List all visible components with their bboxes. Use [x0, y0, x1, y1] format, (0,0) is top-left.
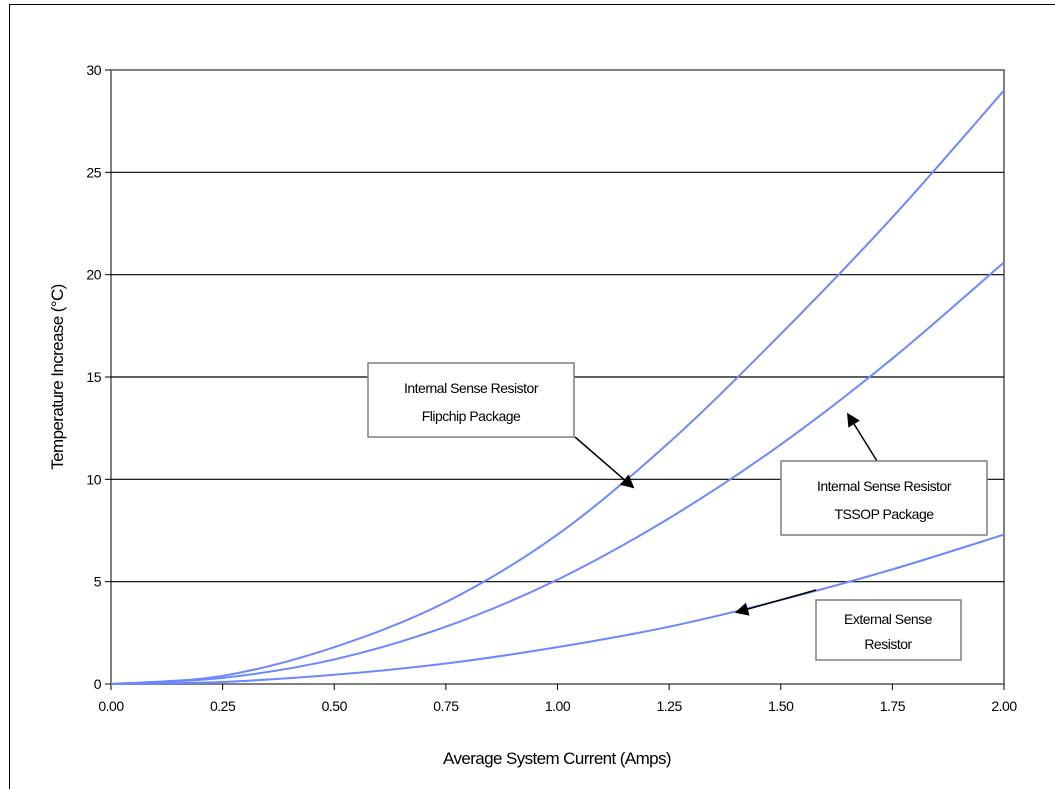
callout-line-2: Flipchip Package — [422, 408, 521, 424]
callout-arrow-flipchip — [574, 436, 635, 489]
y-tick-label: 5 — [94, 574, 102, 590]
series-layer — [110, 89, 1005, 685]
gridlines — [111, 171, 1004, 583]
x-axis: 0.00 0.25 0.50 0.75 1.00 1.25 1.50 1.75 2.00 — [98, 684, 1018, 714]
callout-box-flipchip — [367, 362, 575, 438]
y-tick-label: 10 — [86, 471, 101, 487]
callout-line-2: TSSOP Package — [834, 506, 934, 522]
callout-arrow-tssop — [847, 412, 878, 462]
y-tick-label: 25 — [86, 164, 101, 180]
callout-line-1: Internal Sense Resistor — [404, 380, 539, 396]
callout-tssop: Internal Sense Resistor TSSOP Package — [780, 412, 988, 536]
y-tick-label: 20 — [86, 267, 101, 283]
callout-flipchip: Internal Sense Resistor Flipchip Package — [367, 362, 635, 489]
chart-frame — [9, 4, 1055, 789]
callout-line-2: Resistor — [864, 636, 912, 652]
callout-arrow-external — [734, 589, 817, 616]
y-tick-label: 0 — [94, 676, 102, 692]
callout-external: External Sense Resistor — [734, 589, 962, 661]
callout-line-1: Internal Sense Resistor — [817, 478, 952, 494]
series-line-external — [110, 533, 1005, 685]
y-tick-label: 15 — [86, 369, 101, 385]
callout-box-tssop — [780, 460, 988, 536]
x-tick-label: 1.25 — [657, 698, 683, 714]
y-axis: 0 5 10 15 20 25 30 — [86, 62, 111, 692]
x-tick-label: 2.00 — [991, 698, 1017, 714]
x-tick-label: 1.75 — [880, 698, 906, 714]
x-axis-title: Average System Current (Amps) — [443, 749, 671, 768]
series-line-tssop — [110, 261, 1005, 685]
y-tick-label: 30 — [86, 62, 101, 78]
callout-box-external — [815, 599, 962, 661]
x-tick-label: 0.00 — [98, 698, 124, 714]
series-line-flipchip — [110, 89, 1005, 685]
x-tick-label: 0.75 — [433, 698, 459, 714]
callout-line-1: External Sense — [844, 611, 933, 627]
x-tick-label: 0.25 — [210, 698, 236, 714]
y-axis-title: Temperature Increase (°C) — [48, 284, 67, 469]
x-tick-label: 0.50 — [322, 698, 348, 714]
x-tick-label: 1.00 — [545, 698, 571, 714]
x-tick-label: 1.50 — [768, 698, 794, 714]
